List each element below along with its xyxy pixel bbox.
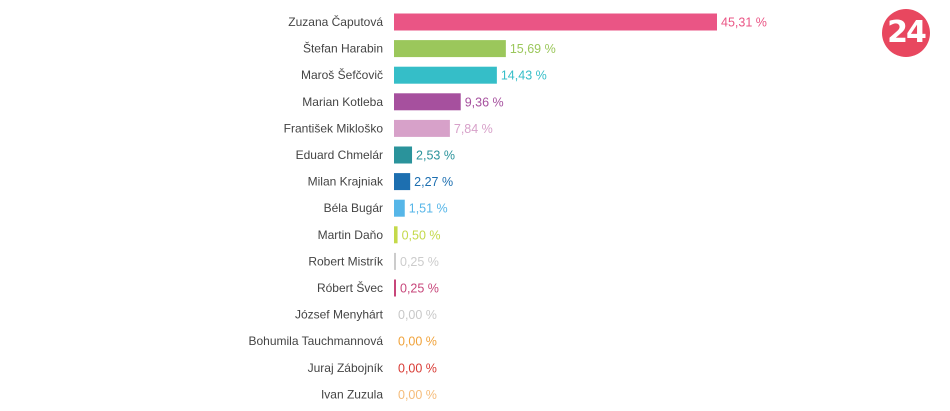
- bar[interactable]: [394, 173, 411, 191]
- category-label: Robert Mistrík: [308, 254, 384, 268]
- bar[interactable]: [394, 279, 396, 297]
- bar[interactable]: [394, 119, 450, 137]
- category-label: Ivan Zuzula: [321, 387, 383, 401]
- brand-logo-text: 24: [887, 15, 927, 50]
- value-label: 0,00 %: [398, 388, 437, 402]
- value-label: 0,50 %: [402, 228, 441, 242]
- category-label: Milan Krajniak: [308, 175, 384, 189]
- bar[interactable]: [394, 252, 396, 270]
- bar[interactable]: [394, 146, 413, 164]
- brand-logo: 24: [882, 9, 930, 57]
- category-label: Martin Daňo: [318, 228, 384, 242]
- category-label: Zuzana Čaputová: [288, 14, 383, 29]
- category-label: Bohumila Tauchmannová: [248, 334, 383, 348]
- value-label: 1,51 %: [409, 202, 448, 216]
- bar[interactable]: [394, 93, 461, 111]
- bar[interactable]: [394, 226, 398, 244]
- category-label: Maroš Šefčovič: [301, 67, 383, 82]
- value-label: 0,25 %: [400, 255, 439, 269]
- value-label: 15,69 %: [510, 42, 556, 56]
- value-label: 7,84 %: [454, 122, 493, 136]
- category-label: Marian Kotleba: [302, 95, 383, 109]
- value-label: 14,43 %: [501, 69, 547, 83]
- value-label: 0,00 %: [398, 335, 437, 349]
- category-label: Róbert Švec: [317, 280, 383, 295]
- bar[interactable]: [394, 40, 506, 58]
- category-label: Štefan Harabin: [303, 41, 383, 56]
- category-label: József Menyhárt: [295, 308, 384, 322]
- value-label: 0,25 %: [400, 282, 439, 296]
- bar[interactable]: [394, 66, 497, 84]
- category-label: Béla Bugár: [324, 201, 383, 215]
- value-label: 9,36 %: [465, 95, 504, 109]
- value-label: 2,53 %: [416, 149, 455, 163]
- value-label: 2,27 %: [414, 175, 453, 189]
- value-label: 0,00 %: [398, 308, 437, 322]
- bar[interactable]: [394, 199, 405, 217]
- value-label: 0,00 %: [398, 361, 437, 375]
- value-label: 45,31 %: [721, 16, 767, 30]
- category-label: František Mikloško: [284, 121, 384, 135]
- bar[interactable]: [394, 13, 717, 31]
- category-label: Juraj Zábojník: [308, 361, 384, 375]
- category-label: Eduard Chmelár: [296, 148, 383, 162]
